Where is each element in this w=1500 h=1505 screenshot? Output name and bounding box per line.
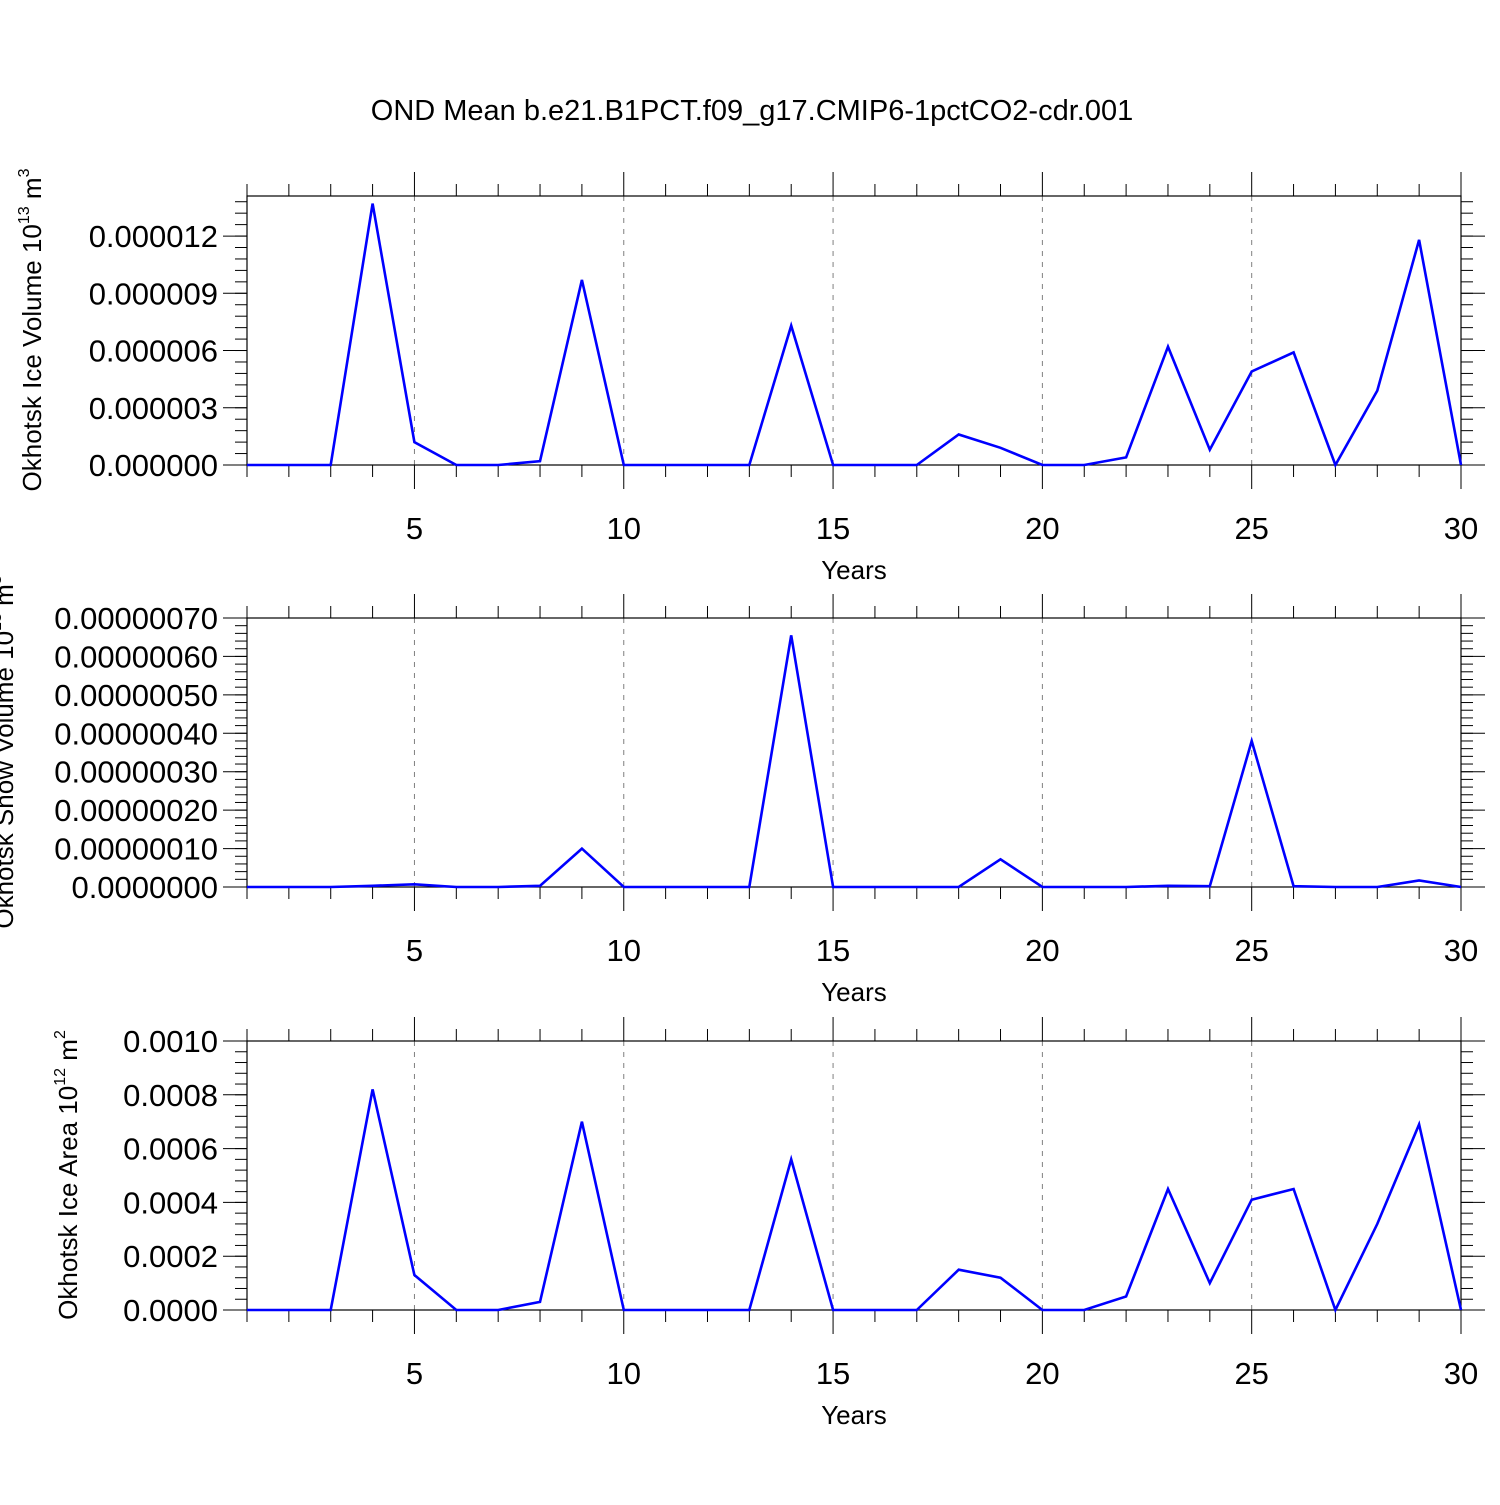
y-axis-label-unit-exponent: 3 <box>0 575 5 584</box>
y-tick-label: 0.000012 <box>89 219 218 254</box>
chart-title: OND Mean b.e21.B1PCT.f09_g17.CMIP6-1pctC… <box>371 95 1133 127</box>
y-tick-label: 0.00000030 <box>54 755 218 790</box>
x-axis-label: Years <box>821 555 887 585</box>
x-tick-label: 25 <box>1234 1356 1268 1391</box>
x-tick-label: 15 <box>816 933 850 968</box>
x-tick-label: 25 <box>1234 511 1268 546</box>
series-line <box>247 635 1462 889</box>
x-axis-label: Years <box>821 977 887 1007</box>
x-tick-label: 20 <box>1025 933 1059 968</box>
y-axis-label-exponent: 13 <box>0 613 5 631</box>
x-tick-label: 30 <box>1444 1356 1478 1391</box>
plot-frame <box>246 1040 1462 1311</box>
y-tick-label: 0.00000020 <box>54 793 218 828</box>
plot-frame <box>246 195 1462 466</box>
y-tick-label: 0.0004 <box>123 1185 218 1220</box>
y-axis-label-text: Okhotsk Snow Volume <box>0 660 19 929</box>
y-axis-label: Okhotsk Ice Volume 1013 m3 <box>16 168 47 491</box>
plot-frame <box>246 617 1462 888</box>
x-tick-label: 10 <box>607 511 641 546</box>
y-axis-label-power: 10 <box>17 224 47 253</box>
x-tick-label: 5 <box>406 933 423 968</box>
y-axis-label-unit-exponent: 2 <box>52 1030 69 1039</box>
y-tick-label: 0.00000060 <box>54 639 218 674</box>
y-tick-label: 0.0000 <box>123 1293 218 1328</box>
series-line <box>247 1089 1463 1314</box>
chart-panels: 0.0000000.0000030.0000060.0000090.000012… <box>0 168 1485 1430</box>
y-tick-label: 0.000006 <box>89 334 218 369</box>
y-axis-label-unit: m <box>17 177 47 206</box>
x-tick-label: 10 <box>607 933 641 968</box>
y-tick-label: 0.00000050 <box>54 678 218 713</box>
x-tick-label: 5 <box>406 1356 423 1391</box>
y-tick-label: 0.000009 <box>89 276 218 311</box>
y-tick-label: 0.00000040 <box>54 716 218 751</box>
y-tick-label: 0.00000010 <box>54 832 218 867</box>
y-tick-label: 0.000003 <box>89 391 218 426</box>
y-tick-label: 0.0002 <box>123 1239 218 1274</box>
y-tick-label: 0.0006 <box>123 1132 218 1167</box>
x-tick-label: 25 <box>1234 933 1268 968</box>
y-axis-label-power: 10 <box>53 1086 83 1115</box>
y-tick-label: 0.0008 <box>123 1078 218 1113</box>
y-axis-label-power: 10 <box>0 631 19 660</box>
x-tick-label: 30 <box>1444 933 1478 968</box>
y-axis-label: Okhotsk Ice Area 1012 m2 <box>52 1030 83 1320</box>
y-tick-label: 0.00000070 <box>54 601 218 636</box>
y-axis-label-text: Okhotsk Ice Area <box>53 1115 83 1320</box>
x-tick-label: 15 <box>816 1356 850 1391</box>
y-axis-label-text: Okhotsk Ice Volume <box>17 253 47 491</box>
y-axis-label-exponent: 13 <box>16 206 33 224</box>
x-tick-label: 10 <box>607 1356 641 1391</box>
x-tick-label: 20 <box>1025 1356 1059 1391</box>
y-axis-label-unit: m <box>0 584 19 613</box>
y-axis-label: Okhotsk Snow Volume 1013 m3 <box>0 575 19 928</box>
x-axis-label: Years <box>821 1400 887 1430</box>
y-axis-label-unit: m <box>53 1039 83 1068</box>
y-axis-label-unit-exponent: 3 <box>16 168 33 177</box>
y-tick-label: 0.0000000 <box>71 870 218 905</box>
y-tick-label: 0.000000 <box>89 448 218 483</box>
chart-panel-1: 0.000000 0.000003 0.000006 0.000009 0.000012… <box>16 168 1485 585</box>
x-tick-label: 20 <box>1025 511 1059 546</box>
y-axis-label-exponent: 12 <box>52 1068 69 1086</box>
x-tick-label: 15 <box>816 511 850 546</box>
series-line <box>247 203 1463 469</box>
x-tick-label: 30 <box>1444 511 1478 546</box>
y-tick-label: 0.0010 <box>123 1024 218 1059</box>
x-tick-label: 5 <box>406 511 423 546</box>
